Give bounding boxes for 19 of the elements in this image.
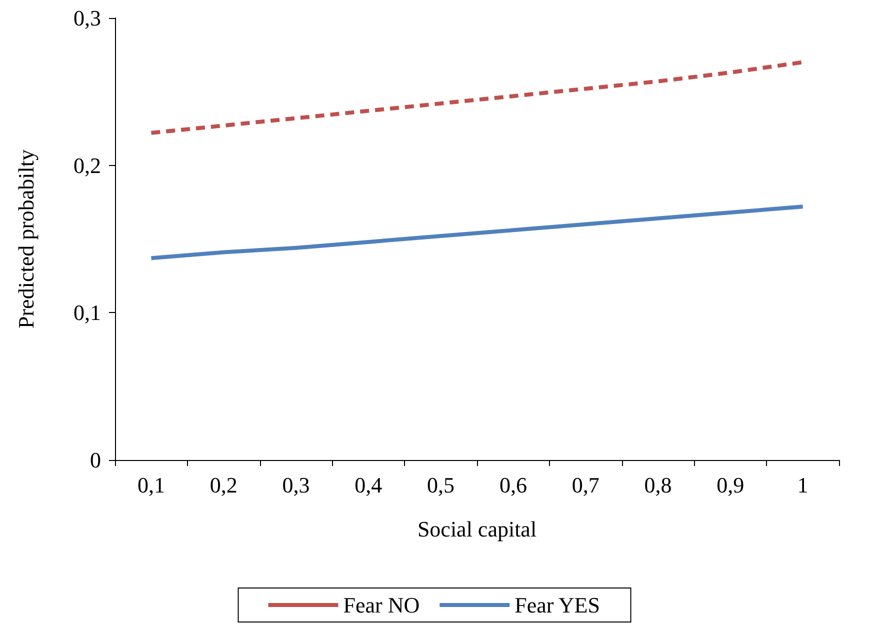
x-tick-label: 0,5 [427,472,455,498]
y-tick-label: 0,3 [74,6,101,30]
x-tick-label: 0,7 [572,472,600,498]
x-axis-title: Social capital [417,516,537,542]
y-tick-label: 0,1 [74,300,101,326]
legend-label: Fear YES [514,592,600,618]
x-tick-label: 0,2 [210,472,238,498]
y-axis-title: Predicted probabilty [14,149,38,329]
x-tick-label: 0,9 [716,472,744,498]
legend-label: Fear NO [343,592,420,618]
x-tick-label: 0,6 [499,472,527,498]
x-tick-label: 1 [797,472,808,498]
line-series [149,204,805,260]
y-tick-label: 0,2 [74,152,101,178]
y-tick-label: 0 [90,448,101,472]
x-tick-label: 0,8 [644,472,672,498]
x-tick-label: 0,4 [354,472,382,498]
x-tick-label: 0,3 [282,472,310,498]
x-tick-label: 0,1 [137,472,165,498]
